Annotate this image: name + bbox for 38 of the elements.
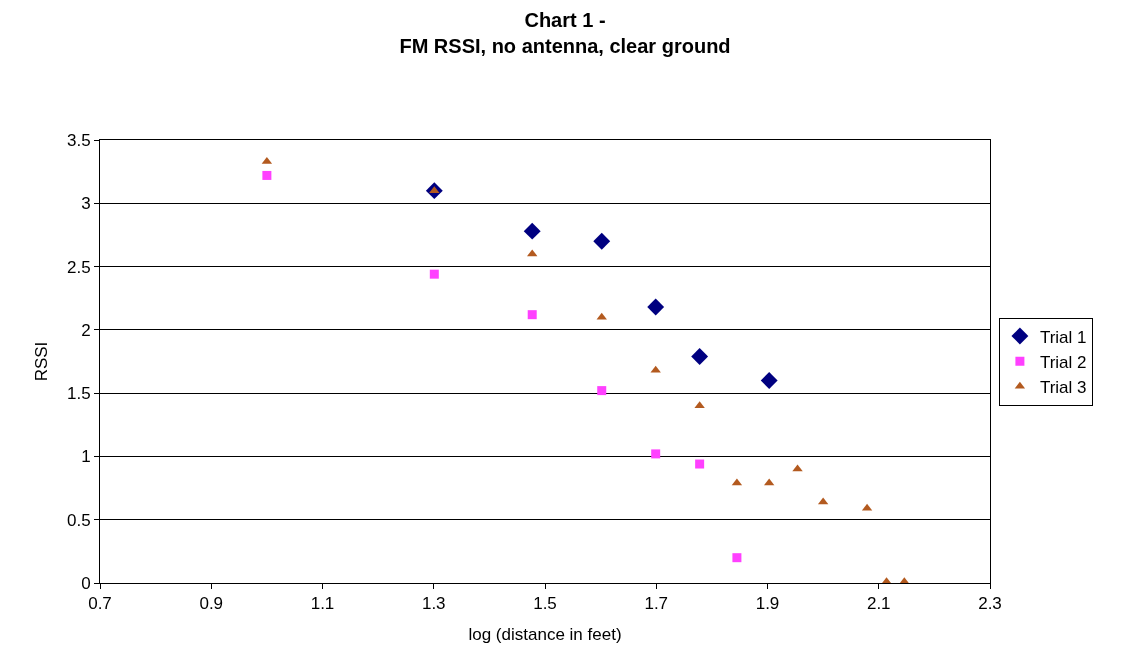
point <box>523 222 541 240</box>
y-tick-label: 2 <box>81 320 91 340</box>
x-tick-label: 2.3 <box>978 594 1002 614</box>
point <box>597 386 607 396</box>
point <box>527 249 538 257</box>
point <box>732 553 742 563</box>
x-tick-label: 1.5 <box>533 594 557 614</box>
point <box>429 269 439 279</box>
point <box>694 401 705 409</box>
x-tick-label: 1.3 <box>421 594 446 614</box>
x-tick-label: 2.1 <box>866 594 891 614</box>
y-tick-label: 0 <box>81 573 91 593</box>
chart-title: Chart 1 - FM RSSI, no antenna, clear ground <box>399 8 731 57</box>
point <box>651 449 661 459</box>
x-tick-label: 0.7 <box>88 594 112 614</box>
point <box>262 170 272 180</box>
point <box>650 365 661 373</box>
point <box>695 459 705 469</box>
y-tick-label: 1 <box>81 447 91 467</box>
y-tick-label: 2.5 <box>66 257 91 277</box>
x-tick-label: 1.7 <box>644 594 669 614</box>
point <box>527 310 537 320</box>
y-tick-label: 0.5 <box>66 510 91 530</box>
point <box>760 372 778 389</box>
y-tick-label: 1.5 <box>66 384 91 404</box>
x-tick-label: 1.1 <box>310 594 335 614</box>
x-tick-label: 0.9 <box>199 594 224 614</box>
legend-label: Trial 1 <box>1039 327 1087 347</box>
y-tick-label: 3 <box>81 194 91 214</box>
y-axis-title: RSSI <box>31 341 51 382</box>
legend-label: Trial 2 <box>1039 352 1087 372</box>
x-tick-label: 1.9 <box>755 594 780 614</box>
y-tick-label: 3.5 <box>66 130 91 150</box>
point <box>691 347 709 365</box>
x-axis-title: log (distance in feet) <box>468 624 622 644</box>
legend-label: Trial 3 <box>1039 377 1087 397</box>
point <box>647 298 665 316</box>
point <box>593 232 611 250</box>
